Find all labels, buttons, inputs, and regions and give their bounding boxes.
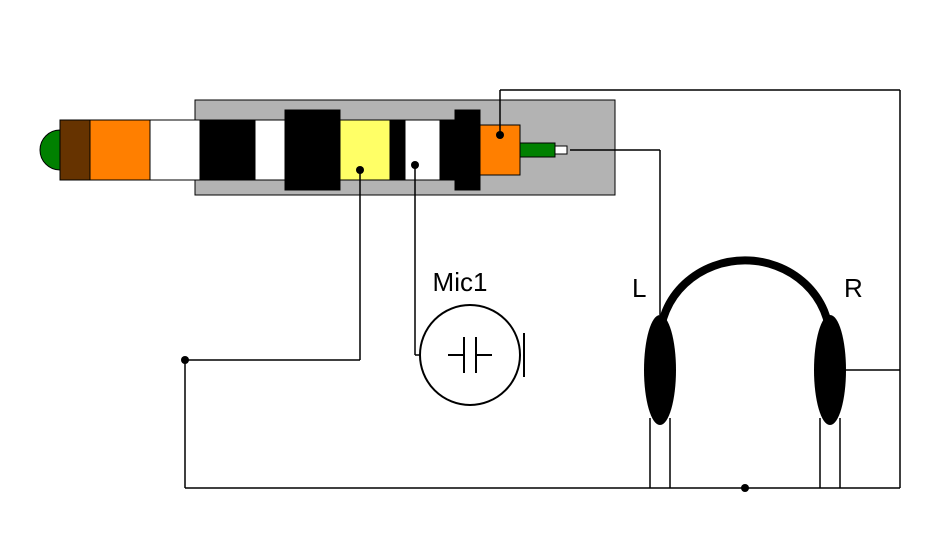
headphone-band bbox=[660, 260, 830, 340]
plug-segment-1 bbox=[90, 120, 150, 180]
wiring-diagram: Mic1 L R bbox=[0, 0, 933, 555]
left-earcup bbox=[644, 315, 676, 425]
plug-segment-2 bbox=[150, 120, 200, 180]
plug-segment-8 bbox=[405, 120, 440, 180]
right-earcup bbox=[814, 315, 846, 425]
headphones-symbol bbox=[644, 260, 846, 425]
left-label: L bbox=[632, 273, 646, 303]
plug-segment-7 bbox=[390, 120, 405, 180]
node-ground-hp bbox=[741, 484, 749, 492]
plug-segment-6 bbox=[340, 120, 390, 180]
microphone-symbol bbox=[420, 305, 524, 405]
node-sleeve bbox=[356, 166, 364, 174]
right-label: R bbox=[844, 273, 863, 303]
plug-segment-3 bbox=[200, 120, 255, 180]
mic-label: Mic1 bbox=[433, 267, 488, 297]
plug-segment-4 bbox=[255, 120, 285, 180]
plug-segment-13 bbox=[555, 146, 567, 154]
plug-segment-5 bbox=[285, 110, 340, 190]
mic-body bbox=[420, 305, 520, 405]
plug-segment-10 bbox=[455, 110, 480, 190]
node-ring1 bbox=[496, 131, 504, 139]
node-ring2 bbox=[411, 161, 419, 169]
plug-segment-0 bbox=[60, 120, 90, 180]
plug-segment-12 bbox=[520, 143, 555, 157]
node-ground-left bbox=[181, 356, 189, 364]
plug-segment-9 bbox=[440, 120, 455, 180]
